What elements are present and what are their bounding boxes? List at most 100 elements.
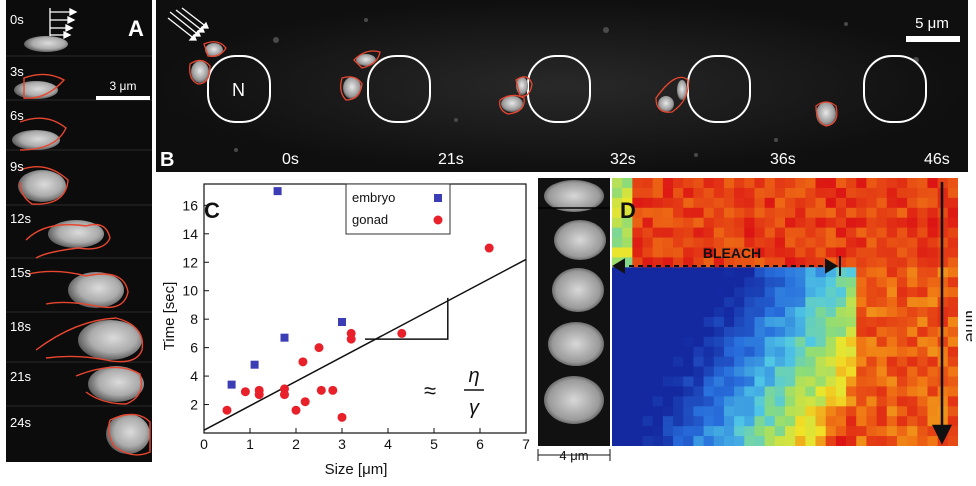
heatmap-cell	[805, 326, 817, 338]
heatmap-cell	[622, 178, 633, 189]
heatmap-cell	[947, 287, 958, 298]
heatmap-cell	[652, 386, 664, 397]
heatmap-cell	[835, 227, 847, 239]
heatmap-cell	[774, 207, 786, 219]
heatmap-cell	[805, 257, 817, 268]
heatmap-cell	[896, 307, 908, 318]
heatmap-cell	[917, 316, 928, 328]
heatmap-cell	[927, 376, 939, 387]
heatmap-cell	[662, 406, 674, 417]
heatmap-cell	[642, 247, 654, 258]
heatmap-cell	[734, 436, 745, 446]
panel-b-scale-label: 5 μm	[915, 15, 949, 32]
heatmap-cell	[795, 207, 806, 219]
heatmap-cell	[835, 396, 847, 407]
heatmap-cell	[662, 247, 674, 258]
heatmap-cell	[734, 376, 745, 387]
heatmap-cell	[866, 326, 878, 338]
heatmap-cell	[744, 207, 755, 219]
heatmap-cell	[825, 366, 837, 378]
heatmap-cell	[744, 237, 755, 248]
heatmap-cell	[703, 207, 715, 219]
heatmap-cell	[764, 416, 776, 427]
heatmap-cell	[795, 307, 806, 318]
heatmap-cell	[825, 376, 837, 387]
panel-a-graphic: 3 μm A 0s 3s 6s 9s 12s 15s 18s 21s 24s	[6, 7, 152, 456]
heatmap-cell	[805, 426, 817, 437]
panel-a-time-label: 0s	[10, 12, 24, 27]
heatmap-cell	[713, 287, 725, 298]
heatmap-cell	[896, 326, 908, 338]
heatmap-cell	[846, 217, 857, 229]
data-point-gonad	[222, 405, 232, 415]
heatmap-cell	[896, 178, 908, 189]
heatmap-cell	[632, 178, 644, 189]
legend: embryo gonad	[345, 183, 451, 235]
heatmap-cell	[723, 297, 735, 308]
heatmap-cell	[866, 406, 878, 417]
heatmap-cell	[947, 416, 958, 427]
heatmap-cell	[835, 178, 847, 189]
heatmap-cell	[896, 426, 908, 437]
heatmap-cell	[764, 376, 776, 387]
y-tick-label: 6	[190, 340, 198, 356]
heatmap-cell	[764, 406, 776, 417]
heatmap-cell	[734, 297, 745, 308]
heatmap-cell	[652, 257, 664, 268]
heatmap-cell	[622, 277, 633, 288]
data-point-gonad	[328, 385, 338, 395]
heatmap-cell	[835, 247, 847, 258]
heatmap-cell	[662, 178, 674, 189]
heatmap-cell	[825, 227, 837, 239]
heatmap-cell	[907, 396, 918, 407]
heatmap-cell	[622, 257, 633, 268]
heatmap-cell	[876, 356, 888, 368]
heatmap-cell	[886, 207, 898, 219]
legend-label-gonad: gonad	[352, 212, 388, 227]
heatmap-cell	[886, 436, 898, 446]
heatmap-cell	[652, 197, 664, 209]
heatmap-cell	[795, 326, 806, 338]
data-point-gonad	[280, 390, 289, 400]
heatmap-cell	[673, 336, 684, 348]
heatmap-cell	[662, 287, 674, 298]
heatmap-cell	[673, 237, 684, 248]
heatmap-cell	[693, 227, 705, 239]
heatmap-cell	[835, 326, 847, 338]
heatmap-cell	[744, 217, 755, 229]
heatmap-cell	[866, 386, 878, 397]
heatmap-cell	[683, 376, 694, 387]
heatmap-cell	[846, 267, 857, 278]
heatmap-cell	[693, 187, 705, 199]
heatmap-cell	[683, 386, 694, 397]
heatmap-cell	[622, 396, 633, 407]
heatmap-cell	[774, 277, 786, 288]
heatmap-cell	[907, 187, 918, 199]
heatmap-cell	[815, 326, 827, 338]
heatmap-cell	[764, 287, 776, 298]
heatmap-cell	[632, 207, 644, 219]
heatmap-cell	[825, 217, 837, 229]
heatmap-cell	[886, 336, 898, 348]
heatmap-cell	[642, 307, 654, 318]
panel-d-scale: 4 μm	[537, 448, 611, 463]
heatmap-cell	[652, 187, 664, 199]
heatmap-cell	[947, 316, 958, 328]
heatmap-cell	[866, 178, 878, 189]
heatmap-cell	[795, 217, 806, 229]
heatmap-cell	[846, 227, 857, 239]
heatmap-cell	[612, 267, 623, 278]
heatmap-cell	[754, 376, 766, 387]
heatmap-cell	[683, 396, 694, 407]
heatmap-cell	[947, 247, 958, 258]
heatmap-cell	[825, 386, 837, 397]
heatmap-cell	[703, 406, 715, 417]
heatmap-cell	[723, 207, 735, 219]
x-tick-label: 2	[292, 436, 300, 452]
heatmap-cell	[866, 277, 878, 288]
heatmap-cell	[886, 217, 898, 229]
heatmap-cell	[673, 316, 684, 328]
time-axis-label-wrap: time	[962, 310, 972, 342]
heatmap-cell	[835, 237, 847, 248]
heatmap-cell	[896, 227, 908, 239]
